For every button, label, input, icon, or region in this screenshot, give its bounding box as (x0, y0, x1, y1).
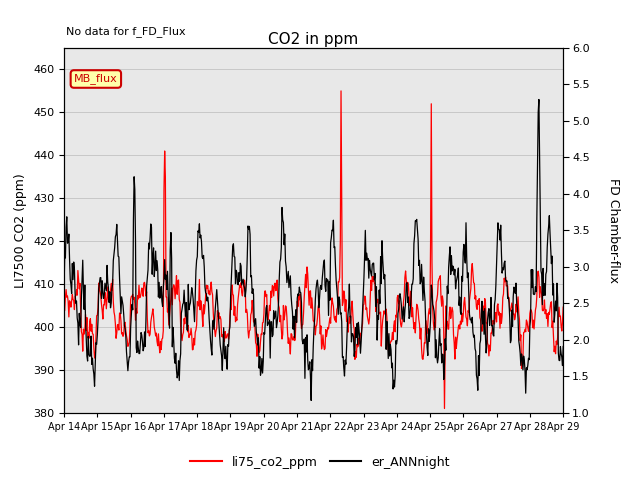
Y-axis label: LI7500 CO2 (ppm): LI7500 CO2 (ppm) (15, 173, 28, 288)
Legend: li75_co2_ppm, er_ANNnight: li75_co2_ppm, er_ANNnight (186, 451, 454, 474)
Text: No data for f_FD_Flux: No data for f_FD_Flux (67, 26, 186, 37)
Text: MB_flux: MB_flux (74, 73, 118, 84)
Title: CO2 in ppm: CO2 in ppm (268, 32, 359, 47)
Y-axis label: FD Chamber-flux: FD Chamber-flux (607, 178, 620, 283)
